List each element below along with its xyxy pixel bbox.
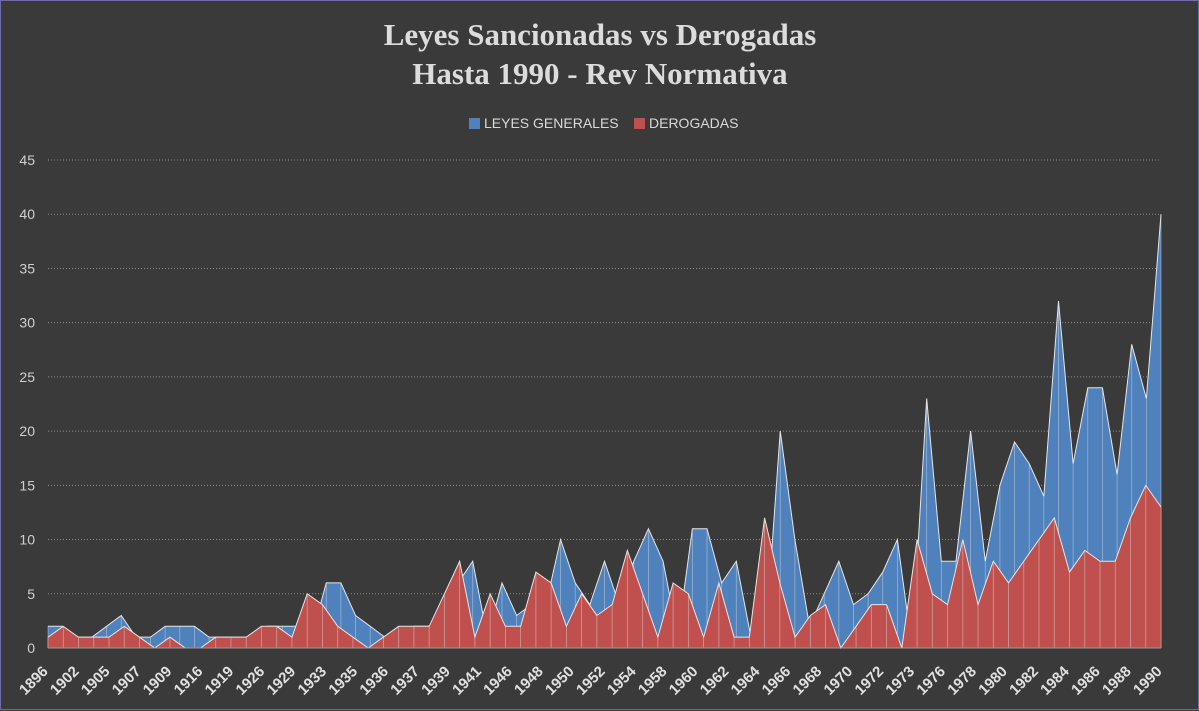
y-tick-label: 35 [19,260,35,276]
x-axis: 1896190219051907190919161919192619291933… [16,663,1166,699]
x-tick-label: 1962 [697,663,733,699]
y-axis: 0 5 10 15 20 25 30 35 40 45 [19,152,35,656]
x-tick-label: 1935 [325,663,361,699]
y-tick-label: 25 [19,369,35,385]
x-tick-label: 1916 [171,663,207,699]
x-tick-label: 1986 [1068,663,1104,699]
x-tick-label: 1984 [1037,663,1073,699]
y-tick-label: 10 [19,532,35,548]
x-tick-label: 1896 [16,663,52,699]
x-tick-label: 1933 [295,663,331,699]
y-tick-label: 40 [19,206,35,222]
y-tick-label: 0 [27,640,35,656]
y-tick-label: 20 [19,423,35,439]
x-tick-label: 1980 [975,663,1011,699]
x-tick-label: 1946 [480,663,516,699]
legend-label-derogadas: DEROGADAS [649,115,738,131]
x-tick-label: 1960 [666,663,702,699]
x-tick-label: 1948 [511,663,547,699]
x-tick-label: 1907 [109,663,145,699]
x-tick-label: 1939 [418,663,454,699]
data-points [47,485,1162,648]
x-tick-label: 1990 [1130,663,1166,699]
x-tick-label: 1954 [604,663,640,699]
x-tick-label: 1982 [1006,663,1042,699]
x-tick-label: 1902 [47,663,83,699]
series-line-derogadas [47,484,1162,650]
x-tick-label: 1966 [759,663,795,699]
x-tick-label: 1970 [821,663,857,699]
y-tick-label: 45 [19,152,35,168]
x-tick-label: 1952 [573,663,609,699]
x-tick-label: 1972 [852,663,888,699]
chart-title-line-1: Leyes Sancionadas vs Derogadas [384,17,817,52]
x-tick-label: 1919 [202,663,238,699]
x-tick-label: 1909 [140,663,176,699]
x-tick-label: 1941 [449,663,485,699]
x-tick-label: 1936 [356,663,392,699]
y-tick-label: 15 [19,477,35,493]
legend-swatch-derogadas [634,118,645,129]
x-tick-label: 1937 [387,663,423,699]
x-tick-label: 1926 [233,663,269,699]
chart-title-line-2: Hasta 1990 - Rev Normativa [412,56,788,91]
y-tick-label: 30 [19,315,35,331]
x-tick-label: 1929 [264,663,300,699]
legend: LEYES GENERALES DEROGADAS [469,115,738,131]
area-derogadas [48,485,1161,648]
x-tick-label: 1958 [635,663,671,699]
plot-areas [47,214,1162,650]
x-tick-label: 1950 [542,663,578,699]
x-tick-label: 1978 [944,663,980,699]
y-tick-label: 5 [27,586,35,602]
x-tick-label: 1973 [882,663,918,699]
x-tick-label: 1968 [790,663,826,699]
legend-label-leyes-generales: LEYES GENERALES [484,115,619,131]
x-tick-label: 1976 [913,663,949,699]
x-tick-label: 1964 [728,663,764,699]
legend-swatch-leyes-generales [469,118,480,129]
x-tick-label: 1988 [1099,663,1135,699]
x-tick-label: 1905 [78,663,114,699]
